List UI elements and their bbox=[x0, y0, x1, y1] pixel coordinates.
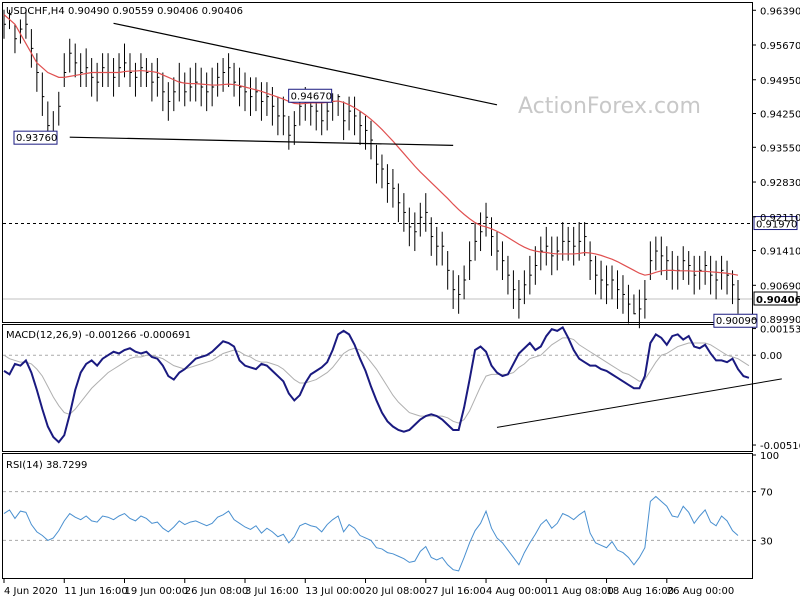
watermark: ActionForex.com bbox=[518, 94, 701, 119]
macd-line bbox=[3, 325, 750, 444]
x-axis-tick-label: 11 Jun 16:00 bbox=[64, 586, 128, 597]
rsi-panel-frame bbox=[2, 453, 753, 579]
macd-y-tick-label: 0.00 bbox=[760, 351, 782, 362]
moving-average-line bbox=[3, 14, 739, 276]
macd-label: MACD(12,26,9) -0.001266 -0.000691 bbox=[6, 330, 191, 341]
rsi-y-tick-label: 100 bbox=[760, 451, 779, 462]
support-trendline bbox=[69, 136, 454, 146]
x-axis-tick-label: 4 Jun 2020 bbox=[4, 586, 58, 597]
rsi-y-tick-label: 30 bbox=[760, 536, 773, 547]
price-y-tick-label: 0.94950 bbox=[760, 76, 800, 87]
x-axis-tick-label: 26 Jun 08:00 bbox=[185, 586, 249, 597]
macd-support-trendline bbox=[496, 378, 782, 428]
price-y-tick-label: 0.89990 bbox=[760, 315, 800, 326]
current-price-label: 0.90406 bbox=[756, 295, 800, 306]
x-axis-tick-label: 4 Aug 00:00 bbox=[486, 586, 547, 597]
price-y-tick-label: 0.92110 bbox=[760, 213, 800, 224]
falling-resistance-trendline bbox=[113, 22, 498, 106]
level-price-box bbox=[753, 216, 798, 231]
macd-panel-frame bbox=[2, 324, 753, 452]
ohlc-label: 0.90490 0.90559 0.90406 0.90406 bbox=[68, 6, 243, 17]
price-annotation-box bbox=[288, 88, 333, 103]
x-axis-tick-label: 27 Jul 16:00 bbox=[426, 586, 486, 597]
x-axis-tick-label: 11 Aug 08:00 bbox=[546, 586, 613, 597]
price-y-tick-label: 0.94250 bbox=[760, 110, 800, 121]
price-annotation-label: 0.94670 bbox=[291, 91, 332, 102]
macd-y-tick-label: -0.005164 bbox=[760, 441, 800, 452]
price-y-tick-label: 0.96390 bbox=[760, 6, 800, 17]
price-annotation-label: 0.90090 bbox=[716, 316, 757, 327]
price-y-tick-label: 0.92830 bbox=[760, 178, 800, 189]
price-y-tick-label: 0.93550 bbox=[760, 143, 800, 154]
rsi-y-tick-label: 70 bbox=[760, 488, 773, 499]
macd-signal-line bbox=[3, 337, 750, 424]
price-annotation-box bbox=[713, 313, 758, 328]
x-axis-tick-label: 3 Jul 16:00 bbox=[245, 586, 299, 597]
rsi-line bbox=[3, 495, 739, 572]
x-axis-tick-label: 18 Aug 16:00 bbox=[607, 586, 674, 597]
level-price-label: 0.91970 bbox=[756, 220, 797, 231]
x-axis-tick-label: 19 Jun 00:00 bbox=[125, 586, 189, 597]
price-y-tick-label: 0.95670 bbox=[760, 41, 800, 52]
symbol-label: USDCHF,H4 bbox=[6, 6, 65, 17]
x-axis-tick-label: 13 Jul 00:00 bbox=[305, 586, 365, 597]
x-axis-tick-label: 26 Aug 00:00 bbox=[667, 586, 734, 597]
price-annotation-box bbox=[13, 130, 58, 145]
price-y-tick-label: 0.90690 bbox=[760, 281, 800, 292]
rsi-label: RSI(14) 38.7299 bbox=[6, 460, 87, 471]
price-annotation-label: 0.93760 bbox=[16, 133, 57, 144]
price-panel-frame bbox=[2, 2, 753, 323]
x-axis-tick-label: 20 Jul 08:00 bbox=[366, 586, 426, 597]
price-y-tick-label: 0.91410 bbox=[760, 247, 800, 258]
macd-y-tick-label: 0.001532 bbox=[760, 325, 800, 336]
current-price-box bbox=[753, 291, 798, 306]
